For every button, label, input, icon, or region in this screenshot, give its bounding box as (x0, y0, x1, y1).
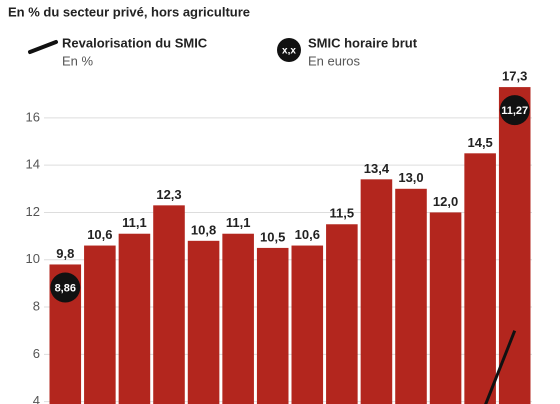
smic-marker (499, 95, 530, 126)
smic-marker-label: 11,27 (501, 105, 528, 117)
bar (498, 87, 531, 404)
legend-marker (277, 38, 301, 62)
value-label: 14,5 (467, 135, 492, 150)
bar (291, 245, 324, 404)
y-tick-label: 6 (33, 346, 40, 361)
bar (360, 179, 393, 404)
value-label: 10,5 (260, 229, 285, 244)
y-tick-label: 16 (26, 109, 40, 124)
smic-marker-label: 8,86 (55, 282, 76, 294)
y-tick-label: 10 (26, 251, 40, 266)
legend-unit: En % (62, 53, 94, 68)
bar (84, 245, 116, 404)
value-label: 11,5 (330, 206, 355, 221)
y-tick-label: 4 (33, 393, 40, 404)
y-tick-label: 8 (33, 298, 40, 313)
legend-label: SMIC horaire brut (308, 35, 418, 50)
bar (429, 212, 462, 404)
y-tick-label: 12 (26, 204, 40, 219)
chart-subtitle: En % du secteur privé, hors agriculture (8, 4, 250, 19)
value-label: 9,8 (56, 246, 74, 261)
bar (153, 205, 185, 404)
value-label: 10,8 (191, 222, 216, 237)
legend-label: Revalorisation du SMIC (62, 35, 208, 50)
value-label: 13,4 (364, 161, 390, 176)
value-label: 17,3 (502, 69, 527, 84)
bar (256, 247, 289, 404)
bar (222, 233, 254, 404)
legend-unit: En euros (308, 53, 361, 68)
legend-marker-label: x,x (282, 46, 296, 57)
value-label: 10,6 (295, 227, 320, 242)
value-label: 13,0 (398, 170, 423, 185)
bar (395, 188, 427, 404)
y-tick-label: 14 (26, 157, 40, 172)
value-label: 12,0 (433, 194, 458, 209)
value-label: 10,6 (87, 227, 112, 242)
bar (187, 240, 220, 404)
value-label: 12,3 (156, 187, 181, 202)
bar (326, 224, 358, 404)
value-label: 11,1 (122, 215, 147, 230)
bar (118, 233, 151, 404)
value-label: 11,1 (226, 215, 251, 230)
legend-line (28, 40, 58, 54)
bar (464, 153, 496, 404)
smic-marker (50, 272, 81, 303)
